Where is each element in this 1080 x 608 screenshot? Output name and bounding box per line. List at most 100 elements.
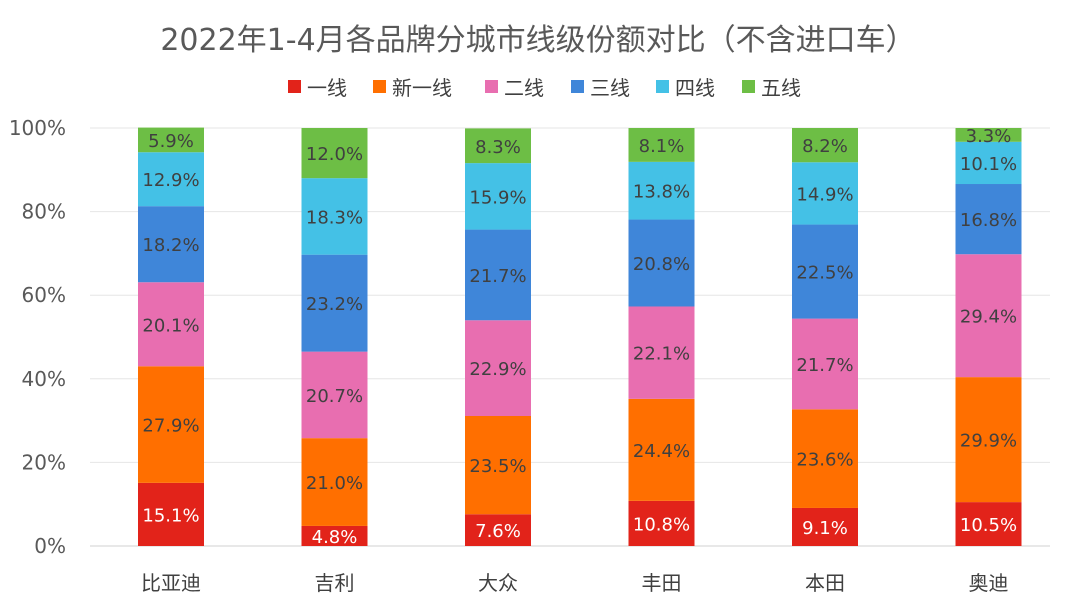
data-label: 4.8% — [312, 527, 358, 548]
bar-segment — [955, 502, 1022, 546]
data-label: 8.1% — [639, 136, 685, 157]
data-label: 10.8% — [633, 514, 690, 535]
data-label: 22.1% — [633, 344, 690, 365]
data-label: 12.9% — [142, 170, 199, 191]
data-label: 29.4% — [960, 307, 1017, 328]
legend-label: 三线 — [590, 76, 630, 100]
data-label: 5.9% — [148, 131, 194, 152]
x-category-label: 本田 — [805, 571, 845, 595]
bar-segment — [628, 306, 695, 399]
bar-segment — [301, 525, 368, 546]
bar-segment — [628, 161, 695, 220]
data-label: 18.2% — [142, 235, 199, 256]
bar-segment — [628, 398, 695, 501]
bar-segment — [301, 438, 368, 526]
data-label: 27.9% — [142, 416, 199, 437]
bar-segment — [138, 127, 204, 153]
x-category-label: 丰田 — [642, 571, 682, 595]
legend-label: 二线 — [504, 76, 544, 100]
legend-swatch — [571, 80, 584, 93]
legend-label: 五线 — [761, 76, 801, 100]
bar-segment — [138, 206, 204, 283]
bar-segment — [465, 163, 531, 230]
y-tick-label: 0% — [34, 534, 66, 558]
legend-swatch — [485, 80, 498, 93]
legend-label: 新一线 — [392, 76, 452, 100]
bar-segment — [301, 351, 368, 439]
data-label: 15.9% — [469, 187, 526, 208]
bar-segment — [465, 128, 531, 164]
data-label: 8.2% — [802, 136, 848, 157]
bars — [138, 127, 1022, 546]
bar-segment — [138, 366, 204, 483]
data-label: 24.4% — [633, 441, 690, 462]
data-label: 29.9% — [960, 431, 1017, 452]
bar-segment — [955, 141, 1022, 185]
data-label: 15.1% — [142, 505, 199, 526]
bar-segment — [955, 377, 1022, 503]
legend: 一线 新一线 二线 三线 四线 五线 — [288, 76, 801, 100]
bar-segment — [138, 282, 204, 367]
data-label: 3.3% — [966, 126, 1012, 147]
data-label: 21.0% — [306, 473, 363, 494]
data-label: 23.6% — [796, 450, 853, 471]
x-category-label: 奥迪 — [969, 571, 1009, 595]
chart-title: 2022年1-4月各品牌分城市线级份额对比（不含进口车） — [160, 23, 915, 58]
data-label: 23.5% — [469, 456, 526, 477]
x-category-label: 吉利 — [315, 571, 355, 595]
x-category-label: 比亚迪 — [141, 571, 201, 595]
legend-label: 四线 — [675, 76, 715, 100]
bar-segment — [301, 178, 368, 255]
data-label: 22.5% — [796, 263, 853, 284]
data-label: 20.7% — [306, 386, 363, 407]
data-label: 12.0% — [306, 144, 363, 165]
bar-segment — [465, 416, 531, 515]
x-axis: 比亚迪 吉利 大众 丰田 本田 奥迪 — [141, 571, 1009, 595]
y-tick-label: 20% — [22, 450, 66, 474]
data-label: 10.1% — [960, 154, 1017, 175]
data-label: 20.8% — [633, 254, 690, 275]
data-label: 13.8% — [633, 182, 690, 203]
bar-segment — [628, 128, 695, 162]
bar-segment — [628, 219, 695, 307]
data-label: 8.3% — [475, 137, 521, 158]
bar-segment — [955, 184, 1022, 255]
data-label: 22.9% — [469, 359, 526, 380]
data-label: 9.1% — [802, 518, 848, 539]
bar-segment — [955, 128, 1022, 142]
y-tick-label: 60% — [22, 283, 66, 307]
bar-segment — [301, 254, 368, 352]
legend-swatch — [373, 80, 386, 93]
x-category-label: 大众 — [478, 571, 518, 595]
data-label: 23.2% — [306, 294, 363, 315]
data-label: 14.9% — [796, 184, 853, 205]
bar-segment — [792, 507, 858, 546]
legend-swatch — [288, 80, 301, 93]
data-label: 7.6% — [475, 521, 521, 542]
bar-segment — [792, 162, 858, 225]
bar-segment — [628, 500, 695, 546]
bar-segment — [465, 514, 531, 546]
data-labels: 15.1% 27.9% 20.1% 18.2% 12.9% 5.9% 4.8% 21.0% 20… — [142, 126, 1017, 548]
bar-segment — [138, 482, 204, 546]
bar-segment — [465, 229, 531, 321]
y-tick-label: 100% — [9, 116, 66, 140]
data-label: 21.7% — [469, 266, 526, 287]
bar-segment — [792, 128, 858, 163]
data-label: 16.8% — [960, 210, 1017, 231]
bar-segment — [792, 224, 858, 319]
y-tick-label: 40% — [22, 367, 66, 391]
bar-segment — [792, 409, 858, 508]
bar-segment — [301, 128, 368, 179]
bar-segment — [465, 320, 531, 417]
data-label: 20.1% — [142, 315, 199, 336]
data-label: 18.3% — [306, 207, 363, 228]
bar-segment — [792, 318, 858, 410]
bar-segment — [138, 152, 204, 207]
legend-swatch — [742, 80, 755, 93]
legend-label: 一线 — [307, 76, 347, 100]
gridlines — [90, 127, 1050, 547]
y-axis: 0% 20% 40% 60% 80% 100% — [9, 116, 66, 558]
